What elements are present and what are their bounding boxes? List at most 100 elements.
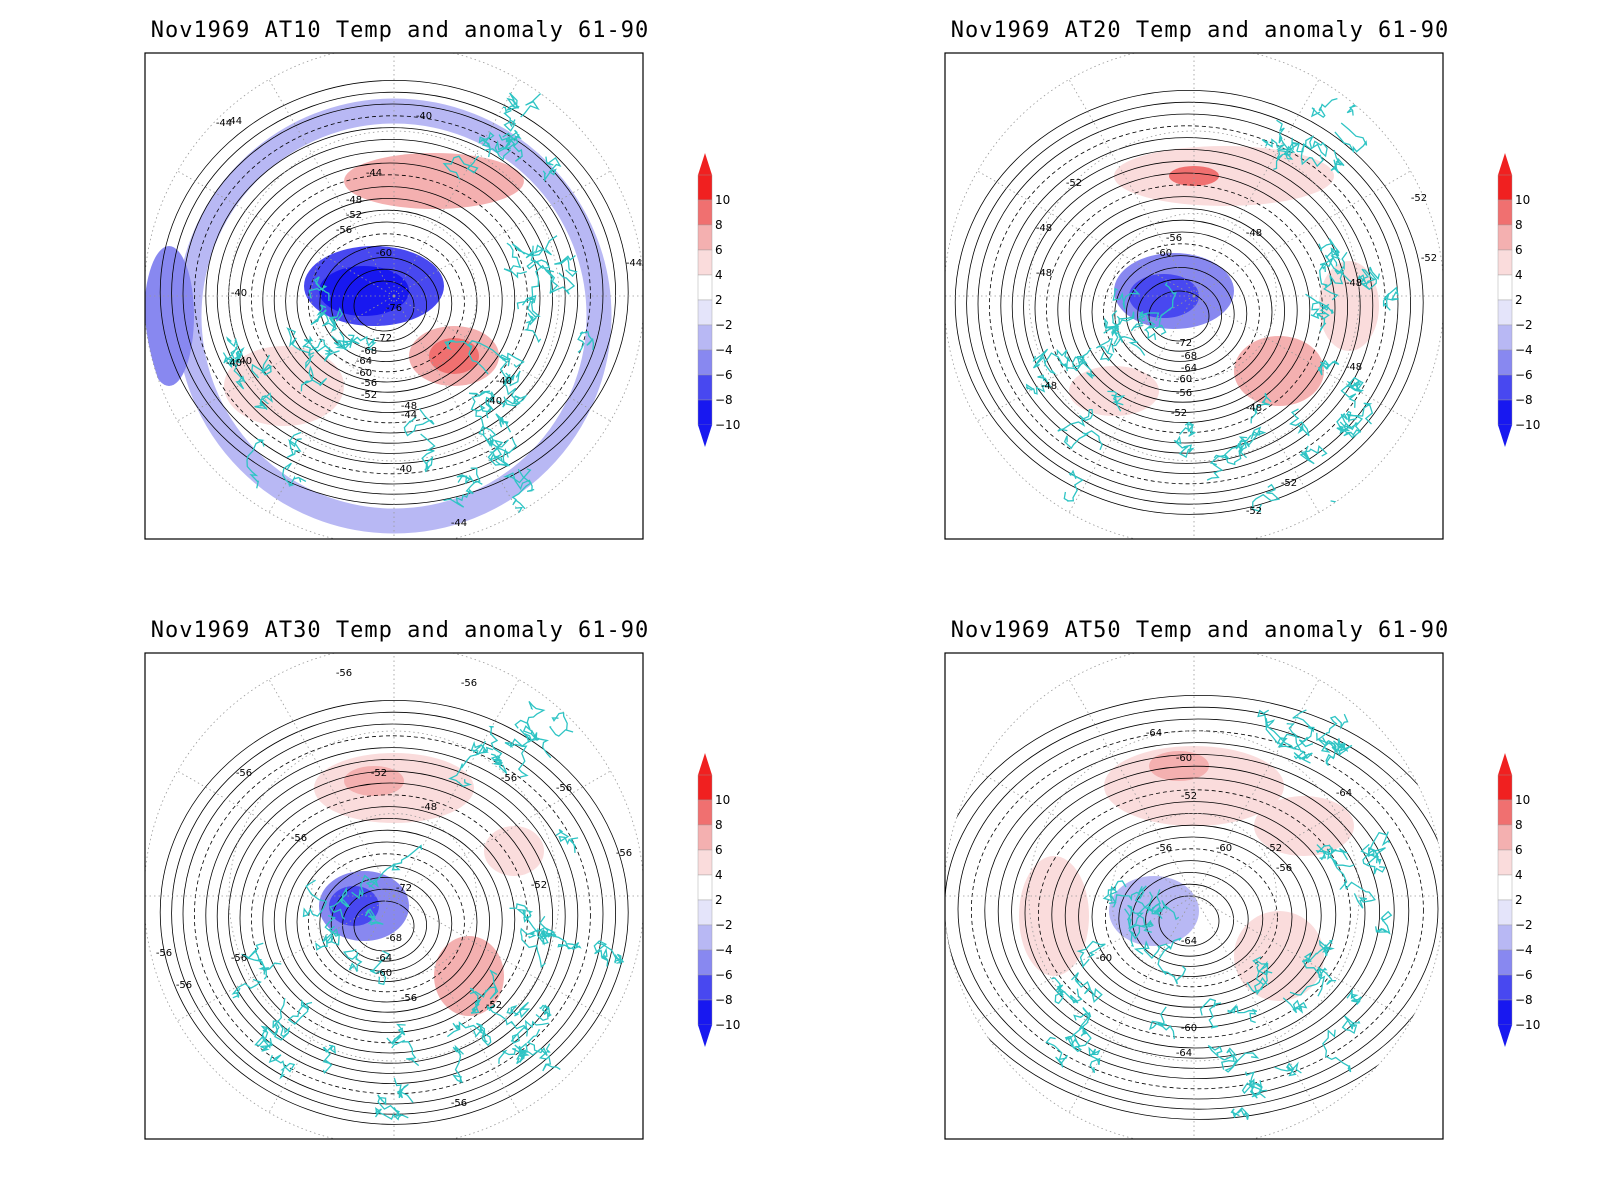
contour-label: -48: [1036, 268, 1052, 279]
coastline-segment: [499, 354, 521, 387]
map-panel-4: Nov1969 AT50 Temp and anomaly 61-90 -64 -6…: [800, 600, 1600, 1200]
coastline-segment: [597, 942, 625, 966]
coastline-segment: [364, 908, 384, 926]
coastline-segment: [1368, 847, 1386, 866]
contour-label: -48: [1346, 362, 1362, 373]
colorbar-segment: [1497, 224, 1513, 251]
polar-map: -40-44-44-40-48-52-56-60-76-72-68-64-60-…: [144, 52, 740, 540]
meridian-line: [393, 770, 611, 897]
coastline-segment: [1324, 847, 1348, 890]
meridian-line: [393, 895, 611, 1022]
contour-line: [319, 865, 453, 983]
coastline-segment: [1345, 402, 1374, 425]
anomaly-region: [1129, 274, 1199, 318]
coastline-segment: [442, 155, 480, 180]
coastline-segment: [351, 874, 379, 900]
coastline-segment: [1366, 831, 1390, 865]
coastline-segment: [1315, 844, 1349, 861]
coastline-segment: [1336, 412, 1359, 431]
contour-line: [296, 221, 478, 383]
meridian-line: [1193, 770, 1411, 897]
coastline-segment: [339, 331, 360, 350]
coastline-segment: [1056, 984, 1083, 1004]
meridian-line: [393, 895, 520, 1113]
meridian-line: [393, 170, 611, 297]
coastline-segment: [510, 1019, 550, 1044]
contour-label: -60: [1176, 374, 1192, 385]
contour-line: [1125, 266, 1235, 362]
contour-line: [1000, 137, 1374, 475]
coastline-segment: [447, 1021, 483, 1038]
coastline-segment: [1282, 997, 1308, 1014]
contour-label: -72: [376, 333, 392, 344]
colorbar-label: −4: [715, 943, 733, 957]
colorbar-segment: [697, 349, 713, 376]
colorbar-arrow-top: [698, 753, 712, 775]
contour-label: -40: [486, 396, 502, 407]
colorbar-label: −6: [715, 968, 733, 982]
colorbar: 10 8 6 4 2 −2 −4 −6 −8 −10: [1497, 753, 1540, 1047]
coastline-segment: [1289, 966, 1337, 996]
colorbar-segment: [697, 174, 713, 201]
colorbar-label: 4: [1515, 868, 1523, 882]
coastline-segment: [522, 909, 557, 938]
colorbar-label: 6: [715, 243, 723, 257]
colorbar-segment: [697, 924, 713, 951]
colorbar-label: −8: [1515, 993, 1533, 1007]
contour-line: [307, 233, 465, 373]
coastline-segment: [511, 468, 532, 515]
colorbar-segment: [697, 849, 713, 876]
colorbar-label: 4: [1515, 268, 1523, 282]
coastline-segment: [1299, 444, 1328, 465]
contour-line: [342, 268, 428, 342]
panel-title: Nov1969 AT30 Temp and anomaly 61-90: [150, 618, 650, 643]
coastline-segment: [516, 264, 554, 310]
coastline-segment: [516, 1029, 548, 1061]
colorbar-arrow-bottom: [1498, 425, 1512, 447]
meridian-line: [177, 895, 395, 1022]
contour-line: [1037, 789, 1351, 1039]
coastline-segment: [542, 156, 562, 183]
coastline-segment: [554, 255, 578, 278]
coastline-segment: [1322, 1029, 1352, 1073]
contour-label: -52: [361, 390, 377, 401]
contour-label: -68: [386, 933, 402, 944]
coastline-segment: [1071, 972, 1103, 1003]
contour-line: [239, 162, 541, 434]
colorbar-segment: [1497, 374, 1513, 401]
coastline-segment: [1246, 970, 1269, 996]
colorbar-label: 6: [1515, 243, 1523, 257]
coastline-segment: [470, 741, 494, 756]
coastline-segment: [1102, 880, 1127, 904]
coastline-segment: [1292, 709, 1315, 748]
contour-line: [262, 806, 516, 1034]
coastline-segment: [520, 82, 568, 118]
contour-line: [216, 758, 566, 1074]
contour-label: -44: [451, 518, 467, 529]
anomaly-region: [319, 266, 409, 316]
contour-label: -44: [401, 410, 417, 421]
colorbar-label: −2: [1515, 918, 1533, 932]
meridian-line: [393, 295, 611, 422]
contour-label: -64: [1181, 363, 1197, 374]
coastline-segment: [331, 335, 351, 351]
coastline-segment: [1324, 249, 1348, 273]
coastline-segment: [502, 106, 516, 132]
contour-label: -68: [1181, 351, 1197, 362]
coastline-segment: [1059, 347, 1092, 372]
contour-label: -60: [1096, 953, 1112, 964]
anomaly-region: [344, 766, 404, 796]
coastline-segment: [329, 886, 350, 920]
coastline-segment: [1221, 1052, 1260, 1073]
colorbar-segment: [697, 249, 713, 276]
colorbar-label: 10: [1515, 793, 1530, 807]
coastline-segment: [1128, 919, 1154, 935]
contour-line: [957, 718, 1439, 1100]
contour-label: -44: [226, 116, 242, 127]
coastline-segment: [1227, 1003, 1258, 1024]
coastline-segment: [1266, 723, 1302, 751]
coastline-segment: [452, 1044, 464, 1084]
contour-label: -52: [1066, 178, 1082, 189]
contour-line: [182, 723, 604, 1105]
coastline-segment: [1277, 733, 1308, 749]
